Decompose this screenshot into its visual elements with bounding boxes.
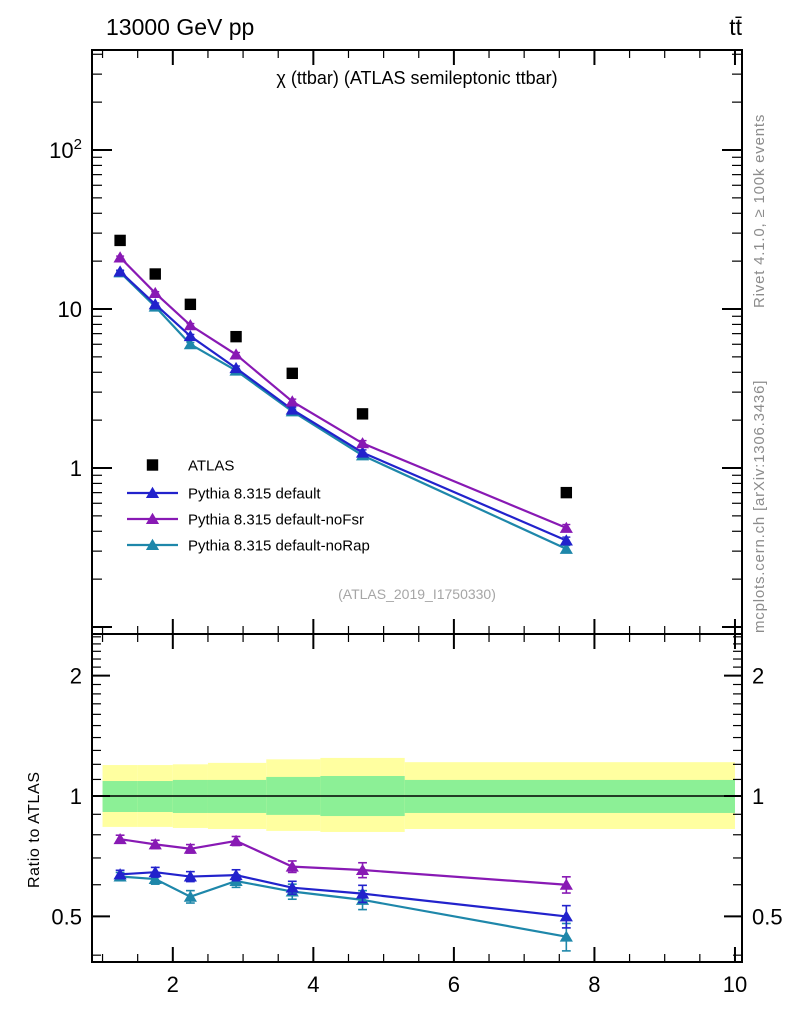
data-point-triangle bbox=[285, 860, 299, 872]
legend-label: Pythia 8.315 default bbox=[188, 486, 321, 503]
legend-label: Pythia 8.315 default-noFsr bbox=[188, 512, 364, 529]
data-point-triangle bbox=[285, 403, 299, 415]
ratio-panel-frame bbox=[91, 633, 743, 963]
ratio-y-tick-label-right: 1 bbox=[752, 784, 764, 809]
data-point-triangle bbox=[148, 872, 162, 885]
data-point-triangle bbox=[355, 437, 370, 449]
series-ratio-pythia-8-315-default-norap bbox=[113, 870, 573, 952]
ratio-y-tick-label-right: 0.5 bbox=[752, 904, 783, 929]
legend: ATLAS Pythia 8.315 default Pythia 8.315 de… bbox=[127, 458, 370, 555]
data-point-triangle bbox=[559, 542, 573, 554]
data-point-triangle bbox=[229, 834, 243, 846]
series-line bbox=[120, 875, 567, 938]
data-point-triangle bbox=[183, 890, 197, 902]
x-tick-label: 10 bbox=[723, 972, 747, 997]
legend-entry-pythia-8-315-default-norap: Pythia 8.315 default-noRap bbox=[127, 538, 370, 555]
data-point-triangle bbox=[148, 865, 162, 878]
analysis-id-watermark: (ATLAS_2019_I1750330) bbox=[338, 586, 496, 602]
data-point-triangle bbox=[285, 395, 299, 407]
series-line bbox=[119, 271, 567, 550]
data-point-square bbox=[356, 408, 369, 420]
data-point-triangle bbox=[113, 868, 127, 880]
data-point-triangle bbox=[183, 870, 197, 882]
data-point-triangle bbox=[559, 930, 573, 942]
x-axis-ticks: 2 4 6 8 10 bbox=[101, 50, 747, 997]
data-point-triangle bbox=[285, 881, 299, 893]
data-point-triangle bbox=[559, 534, 573, 546]
legend-entry-atlas: ATLAS bbox=[146, 458, 234, 475]
x-tick-label: 6 bbox=[448, 972, 460, 997]
legend-label: Pythia 8.315 default-noRap bbox=[188, 538, 370, 555]
plot-title: χ (ttbar) (ATLAS semileptonic ttbar) bbox=[276, 68, 558, 88]
beam-energy-label: 13000 GeV pp bbox=[106, 14, 255, 40]
data-point-triangle bbox=[559, 910, 573, 922]
main-y-axis-ticks: 1 10 102 bbox=[49, 53, 742, 628]
data-point-square bbox=[149, 268, 161, 280]
legend-entry-pythia-8-315-default: Pythia 8.315 default bbox=[127, 486, 321, 503]
ratio-y-axis-ticks: 0.5 0.5 1 1 2 2 bbox=[51, 636, 783, 956]
series-main-pythia-8-315-default bbox=[113, 265, 573, 546]
data-point-square bbox=[560, 486, 573, 499]
panel-frames bbox=[91, 49, 743, 963]
data-point-triangle bbox=[559, 521, 573, 533]
ratio-y-tick-label-right: 2 bbox=[752, 664, 764, 689]
data-point-triangle bbox=[113, 265, 127, 277]
main-y-tick-label: 10 bbox=[58, 297, 82, 322]
series-main-atlas bbox=[114, 234, 573, 499]
ratio-y-tick-label-left: 0.5 bbox=[51, 904, 82, 929]
data-point-square bbox=[230, 330, 242, 343]
main-y-tick-label: 102 bbox=[49, 136, 82, 163]
data-point-triangle bbox=[355, 887, 370, 899]
main-y-tick-label: 1 bbox=[70, 456, 82, 481]
data-point-triangle bbox=[145, 486, 160, 498]
data-point-triangle bbox=[559, 878, 573, 890]
data-point-triangle bbox=[148, 838, 162, 850]
data-point-triangle bbox=[148, 298, 162, 310]
x-tick-label: 8 bbox=[588, 972, 600, 997]
series-ratio-pythia-8-315-default-nofsr bbox=[113, 832, 573, 894]
data-point-square bbox=[146, 459, 159, 471]
data-point-triangle bbox=[229, 348, 243, 360]
data-point-triangle bbox=[355, 446, 370, 458]
data-point-square bbox=[114, 234, 126, 247]
data-point-square bbox=[184, 298, 197, 311]
data-point-triangle bbox=[229, 361, 243, 374]
process-label: tt̄ bbox=[729, 14, 742, 40]
data-point-triangle bbox=[145, 538, 160, 550]
x-tick-label: 4 bbox=[307, 972, 319, 997]
series-ratio-pythia-8-315-default bbox=[113, 865, 573, 929]
x-tick-label: 2 bbox=[167, 972, 179, 997]
data-point-triangle bbox=[113, 832, 127, 845]
data-point-triangle bbox=[229, 868, 243, 881]
data-point-triangle bbox=[183, 842, 197, 854]
series-main-pythia-8-315-default-nofsr bbox=[113, 251, 573, 533]
data-point-triangle bbox=[355, 863, 370, 876]
data-point-triangle bbox=[148, 286, 162, 299]
data-point-square bbox=[286, 367, 298, 380]
data-point-triangle bbox=[183, 329, 197, 342]
data-point-triangle bbox=[183, 338, 197, 350]
data-point-triangle bbox=[145, 512, 160, 524]
data-point-triangle bbox=[183, 319, 197, 331]
data-point-triangle bbox=[113, 251, 127, 263]
legend-entry-pythia-8-315-default-nofsr: Pythia 8.315 default-noFsr bbox=[127, 512, 364, 529]
ratio-y-tick-label-left: 1 bbox=[70, 784, 82, 809]
legend-label: ATLAS bbox=[188, 458, 234, 475]
ratio-y-tick-label-left: 2 bbox=[70, 664, 82, 689]
